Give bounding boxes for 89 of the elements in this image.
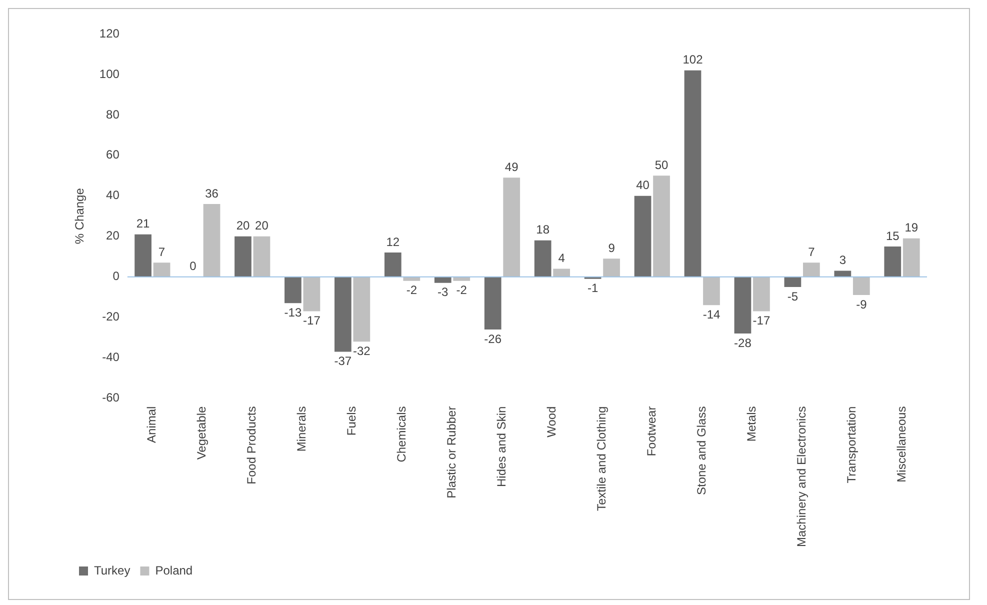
data-label: -37 (334, 354, 352, 368)
bar (603, 258, 620, 277)
data-label: -2 (456, 283, 468, 298)
bar (353, 276, 370, 342)
x-tick-label: Minerals (294, 406, 309, 452)
data-label: 102 (682, 52, 704, 67)
data-label: 9 (608, 240, 616, 255)
data-label: -2 (406, 283, 418, 298)
bar (884, 246, 902, 277)
y-tick-label: 80 (106, 107, 120, 122)
bar (653, 176, 670, 277)
bar (553, 268, 570, 277)
y-tick-label: 120 (99, 26, 120, 40)
bar (484, 276, 502, 330)
data-label: 50 (654, 158, 669, 172)
data-label: 7 (808, 244, 816, 259)
bar (634, 196, 652, 277)
bar (753, 276, 770, 312)
x-tick-label: Miscellaneous (894, 406, 908, 482)
data-label: -26 (484, 332, 502, 346)
x-tick-label: Animal (144, 406, 159, 443)
x-tick-label: Footwear (644, 406, 658, 456)
data-label: -9 (856, 297, 868, 312)
y-tick-label: 0 (112, 269, 120, 284)
y-tick-label: 40 (106, 188, 120, 202)
bar (434, 276, 452, 283)
legend-label: Poland (155, 563, 193, 578)
bar (203, 204, 220, 277)
data-label: -5 (787, 289, 798, 304)
data-label: -28 (734, 336, 752, 350)
y-tick-label: 100 (99, 66, 120, 81)
data-label: 49 (504, 160, 519, 174)
x-tick-label: Metals (744, 406, 758, 442)
data-label: 7 (158, 244, 166, 259)
y-tick-label: 20 (106, 228, 120, 243)
bar (334, 276, 352, 352)
bar (303, 276, 320, 312)
x-tick-label: Transportation (844, 406, 858, 484)
data-label: 19 (904, 220, 918, 235)
x-tick-label: Wood (544, 406, 559, 438)
x-tick-label: Machinery and Electronics (794, 406, 808, 548)
bar (503, 178, 520, 277)
bar (134, 234, 152, 277)
x-tick-label: Fuels (344, 406, 359, 436)
data-label: 18 (536, 222, 550, 237)
data-label: -3 (438, 285, 449, 300)
y-tick-label: -20 (102, 310, 120, 324)
data-label: 40 (636, 178, 650, 192)
bar (852, 276, 870, 296)
bar (684, 70, 702, 277)
bar (784, 276, 802, 287)
bar (234, 236, 252, 277)
legend-label: Turkey (94, 563, 130, 578)
data-label: 21 (136, 216, 150, 231)
bar (284, 276, 302, 304)
bar (734, 276, 752, 334)
x-tick-label: Vegetable (194, 406, 209, 460)
bar (834, 270, 852, 277)
x-tick-label: Hides and Skin (494, 406, 509, 487)
data-label: 4 (558, 251, 566, 266)
x-tick-label: Food Products (244, 406, 259, 484)
x-tick-label: Stone and Glass (694, 406, 708, 496)
data-label: -17 (752, 314, 770, 328)
data-label: 0 (190, 259, 197, 274)
data-label: 15 (886, 228, 900, 243)
bar (153, 262, 170, 277)
data-label: 12 (386, 234, 400, 249)
data-label: -14 (702, 307, 720, 322)
y-tick-label: -40 (102, 350, 120, 364)
data-label: 3 (839, 253, 846, 268)
data-label: 20 (255, 218, 269, 233)
data-label: -32 (353, 344, 371, 358)
y-axis-title: % Change (72, 188, 87, 244)
data-label: -1 (587, 281, 598, 296)
bar (534, 240, 552, 277)
bar (253, 236, 270, 277)
bar (803, 262, 820, 277)
data-label: -17 (303, 314, 321, 328)
data-label: 36 (205, 186, 219, 200)
y-tick-label: 60 (106, 148, 120, 162)
data-label: -13 (284, 305, 302, 320)
x-tick-label: Plastic or Rubber (444, 406, 459, 498)
bar (384, 252, 402, 277)
bar (703, 276, 720, 306)
x-tick-label: Textile and Clothing (594, 406, 608, 512)
x-tick-label: Chemicals (394, 406, 409, 462)
bar (902, 238, 920, 277)
y-tick-label: -60 (102, 390, 120, 405)
data-label: 20 (236, 218, 250, 233)
